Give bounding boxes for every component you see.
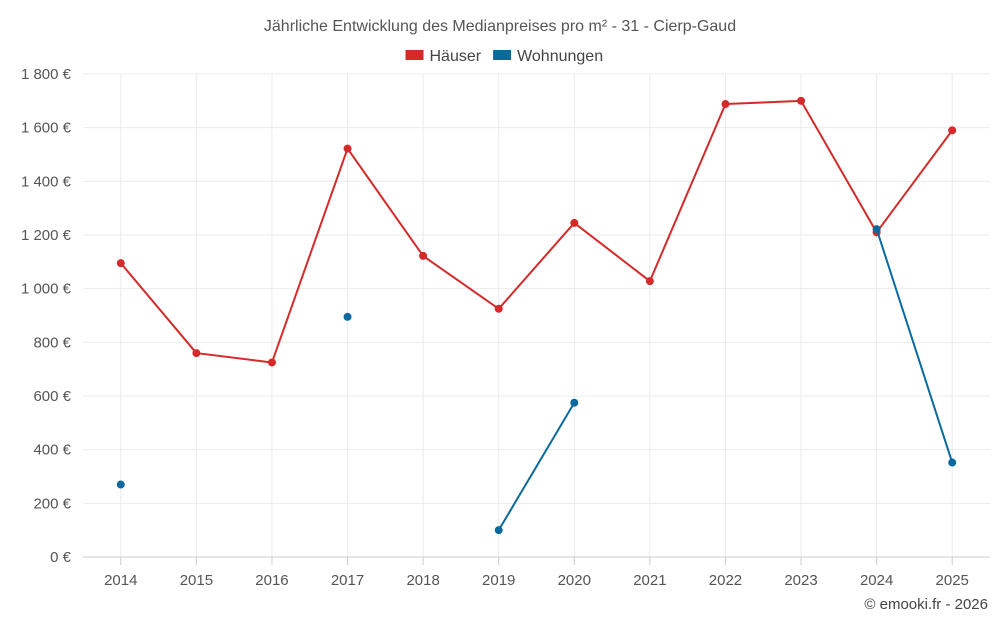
x-tick-label: 2020 — [558, 572, 591, 589]
x-tick-label: 2019 — [482, 572, 515, 589]
series-wohnungen-point[interactable] — [570, 398, 579, 407]
y-axis: 0 € 200 € 400 € 600 € 800 € 1 000 € 1 200 € 1 4… — [21, 66, 72, 566]
x-tick-label: 2023 — [784, 572, 817, 589]
x-axis: 2014 2015 2016 2017 2018 2019 2020 2021 2022 2023… — [83, 556, 990, 589]
series-haeuser-segment — [800, 99, 878, 234]
series-haeuser-segment — [195, 352, 273, 364]
series-wohnungen-point[interactable] — [494, 526, 503, 535]
x-tick-label: 2017 — [331, 572, 364, 589]
series-wohnungen-point[interactable] — [872, 225, 881, 234]
series-wohnungen-point[interactable] — [343, 312, 352, 321]
series-haeuser-point[interactable] — [797, 96, 806, 105]
legend: Häuser Wohnungen — [405, 48, 603, 65]
y-tick-label: 800 € — [33, 334, 71, 351]
series-haeuser-segment — [724, 99, 803, 106]
series-haeuser-segment — [119, 262, 198, 355]
credit-text: © emooki.fr - 2026 — [864, 596, 988, 613]
x-tick-label: 2024 — [860, 572, 893, 589]
gridlines — [83, 73, 990, 557]
x-tick-label: 2014 — [104, 572, 137, 589]
legend-label-wohnungen: Wohnungen — [517, 48, 603, 65]
series-wohnungen-segment — [875, 228, 954, 464]
series-haeuser-point[interactable] — [948, 126, 957, 135]
series-haeuser-point[interactable] — [570, 218, 579, 227]
legend-swatch-haeuser — [405, 50, 424, 60]
series-haeuser-segment — [648, 103, 727, 283]
x-tick-label: 2022 — [709, 572, 742, 589]
series-layer — [116, 96, 957, 535]
y-tick-label: 1 400 € — [21, 173, 72, 190]
chart-title: Jährliche Entwicklung des Medianpreises … — [264, 18, 736, 35]
legend-label-haeuser: Häuser — [430, 48, 482, 65]
y-tick-label: 1 200 € — [21, 227, 72, 244]
series-wohnungen-point[interactable] — [116, 480, 125, 489]
series-haeuser-point[interactable] — [494, 304, 503, 313]
series-haeuser-point[interactable] — [116, 259, 125, 268]
series-wohnungen-segment — [497, 401, 576, 532]
x-tick-label: 2018 — [406, 572, 439, 589]
legend-swatch-wohnungen — [493, 50, 512, 60]
series-haeuser-point[interactable] — [645, 277, 654, 286]
y-tick-label: 0 € — [50, 549, 72, 566]
y-tick-label: 200 € — [33, 495, 71, 512]
series-haeuser-point[interactable] — [419, 251, 428, 260]
y-tick-label: 600 € — [33, 388, 71, 405]
y-tick-label: 1 000 € — [21, 281, 72, 298]
legend-item-haeuser[interactable]: Häuser — [405, 48, 482, 65]
series-haeuser-segment — [875, 129, 954, 234]
x-tick-label: 2021 — [633, 572, 666, 589]
series-haeuser-segment — [497, 221, 576, 310]
series-haeuser-point[interactable] — [721, 100, 730, 109]
series-haeuser-segment — [422, 254, 500, 310]
x-tick-label: 2025 — [936, 572, 969, 589]
y-tick-label: 400 € — [33, 442, 71, 459]
y-tick-label: 1 800 € — [21, 66, 72, 83]
x-tick-label: 2015 — [180, 572, 213, 589]
series-haeuser-segment — [270, 147, 349, 364]
series-haeuser-segment — [346, 147, 425, 257]
series-haeuser-point[interactable] — [192, 349, 201, 358]
series-wohnungen-point[interactable] — [948, 458, 957, 467]
y-tick-label: 1 600 € — [21, 120, 72, 137]
legend-item-wohnungen[interactable]: Wohnungen — [493, 48, 603, 65]
series-haeuser-point[interactable] — [343, 144, 352, 153]
series-haeuser-point[interactable] — [267, 358, 276, 367]
series-haeuser-segment — [573, 221, 651, 283]
x-tick-label: 2016 — [255, 572, 288, 589]
